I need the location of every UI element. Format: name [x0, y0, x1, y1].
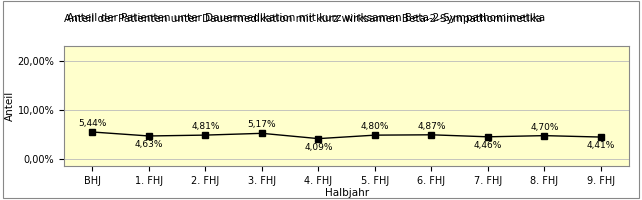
Text: 5,17%: 5,17%	[248, 120, 276, 129]
X-axis label: Halbjahr: Halbjahr	[325, 188, 369, 198]
Text: 4,09%: 4,09%	[304, 143, 333, 152]
Text: 4,80%: 4,80%	[361, 122, 389, 131]
Text: Anteil der Patienten unter Dauermedikation mit kurz wirksamen Beta-2-Sympathomim: Anteil der Patienten unter Dauermedikati…	[64, 14, 542, 24]
Text: 4,41%: 4,41%	[587, 141, 615, 150]
Text: 4,81%: 4,81%	[191, 122, 220, 131]
Text: 5,44%: 5,44%	[78, 119, 107, 128]
Text: Anteil der Patienten unter Dauermedikation mit kurz wirksamen Beta-2-Sympathomim: Anteil der Patienten unter Dauermedikati…	[67, 13, 546, 23]
Text: 4,87%: 4,87%	[417, 122, 446, 131]
Text: 4,63%: 4,63%	[135, 140, 163, 149]
Text: 4,70%: 4,70%	[530, 123, 559, 132]
Text: 4,46%: 4,46%	[474, 141, 502, 150]
Y-axis label: Anteil: Anteil	[5, 91, 15, 121]
